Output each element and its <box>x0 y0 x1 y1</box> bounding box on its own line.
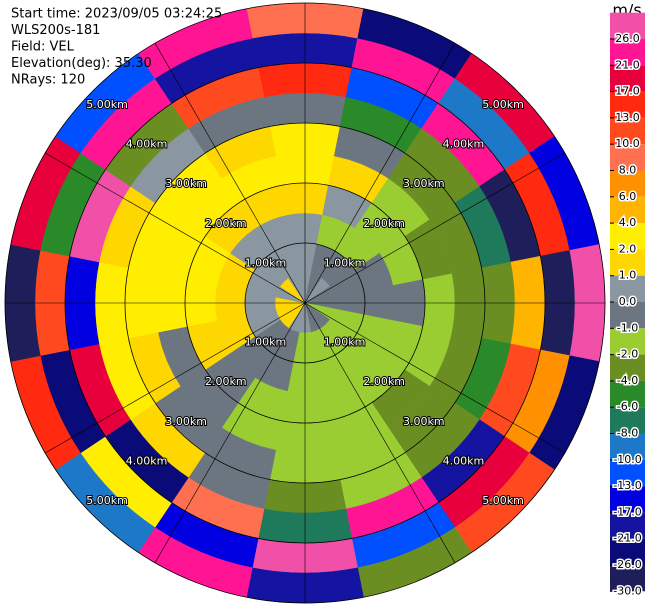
colorbar-segment <box>610 565 645 592</box>
colorbar-segment <box>610 538 645 565</box>
spoke <box>304 43 456 304</box>
range-ring-label: 5.00km <box>482 98 524 111</box>
range-ring-label: 5.00km <box>86 494 128 507</box>
range-ring-label: 3.00km <box>403 177 445 190</box>
range-ring-label: 2.00km <box>205 375 247 388</box>
colorbar-tick-label: 4.0 <box>619 216 637 229</box>
colorbar-tick-label: 21.0 <box>615 58 640 71</box>
colorbar-segment <box>610 223 645 250</box>
colorbar-tick-label: -8.0 <box>617 427 638 440</box>
range-ring-label: 2.00km <box>363 217 405 230</box>
colorbar-tick-label: -13.0 <box>613 479 641 492</box>
range-ring <box>124 122 486 484</box>
range-ring-label: 2.00km <box>205 217 247 230</box>
colorbar-tick-label: -21.0 <box>613 532 641 545</box>
colorbar-segment <box>610 354 645 381</box>
colorbar-segment <box>610 91 645 118</box>
colorbar-tick-label: -1.0 <box>617 321 638 334</box>
info-line: Elevation(deg): 35.30 <box>11 56 152 71</box>
colorbar-segment <box>610 459 645 487</box>
colorbar-segment <box>610 486 645 513</box>
colorbar-tick-label: -17.0 <box>613 505 641 518</box>
colorbar-tick-label: 2.0 <box>619 242 637 255</box>
range-ring-label: 4.00km <box>126 138 168 151</box>
colorbar-tick-label: -26.0 <box>613 558 641 571</box>
colorbar-segment <box>610 407 645 434</box>
range-ring-label: 1.00km <box>245 256 287 269</box>
colorbar-segment <box>610 380 645 408</box>
colorbar-segment <box>610 249 645 276</box>
colorbar-tick-label: -4.0 <box>617 374 638 387</box>
labels: 1.00km 1.00km 1.00km 1.00km 2.00km 2.00km 2.00… <box>85 97 525 508</box>
spoke <box>45 152 306 304</box>
colorbar-segment <box>610 302 645 329</box>
colorbar-segment <box>610 512 645 539</box>
range-ring-label: 5.00km <box>86 98 128 111</box>
colorbar-tick-label: 1.0 <box>619 269 637 282</box>
colorbar-tick-label: 10.0 <box>615 137 640 150</box>
colorbar-segment <box>610 328 645 355</box>
colorbar-tick-label: 6.0 <box>619 190 637 203</box>
info-line: Start time: 2023/09/05 03:24:25 <box>11 7 222 22</box>
range-ring-label: 4.00km <box>443 454 485 467</box>
spoke <box>45 302 306 454</box>
range-ring-label: 3.00km <box>165 415 207 428</box>
colorbar-segment <box>610 144 645 171</box>
spoke <box>154 43 306 304</box>
colorbar-tick-label: -2.0 <box>617 348 638 361</box>
range-ring-label: 1.00km <box>324 336 366 349</box>
colorbar-segment <box>610 39 645 66</box>
colorbar-tick-label: -30.0 <box>613 584 641 597</box>
range-ring-label: 3.00km <box>165 177 207 190</box>
range-ring-label: 4.00km <box>443 138 485 151</box>
colorbar-segment <box>610 12 645 39</box>
colorbar-tick-label: 26.0 <box>615 32 640 45</box>
range-ring <box>4 2 606 604</box>
colorbar-tick-label: 8.0 <box>619 164 637 177</box>
range-ring-label: 4.00km <box>126 454 168 467</box>
colorbar-tick-label: 17.0 <box>615 85 640 98</box>
info-line: Field: VEL <box>11 40 75 55</box>
colorbar-segment <box>610 433 645 460</box>
colorbar-tick-label: -6.0 <box>617 400 638 413</box>
range-ring <box>184 182 426 424</box>
colorbar-segment <box>610 196 645 224</box>
colorbar-segment <box>610 170 645 197</box>
range-ring-label: 1.00km <box>245 336 287 349</box>
range-ring <box>244 242 366 364</box>
grid <box>4 2 606 604</box>
colorbar-segment <box>610 65 645 92</box>
range-ring-label: 2.00km <box>363 375 405 388</box>
colorbar-segment <box>610 275 645 302</box>
colorbar-tick-label: -10.0 <box>613 453 641 466</box>
colorbar-tick-label: 13.0 <box>615 111 640 124</box>
range-ring <box>64 62 546 544</box>
spoke <box>304 152 565 304</box>
range-ring-label: 1.00km <box>324 256 366 269</box>
colorbar-segment <box>610 117 645 145</box>
spoke <box>304 302 456 563</box>
spoke <box>154 302 306 563</box>
spoke <box>304 302 565 454</box>
info-line: NRays: 120 <box>11 73 85 88</box>
colorbar-tick-label: 0.0 <box>619 295 637 308</box>
range-ring-label: 3.00km <box>403 415 445 428</box>
range-ring-label: 5.00km <box>482 494 524 507</box>
info-line: WLS200s-181 <box>11 23 100 38</box>
